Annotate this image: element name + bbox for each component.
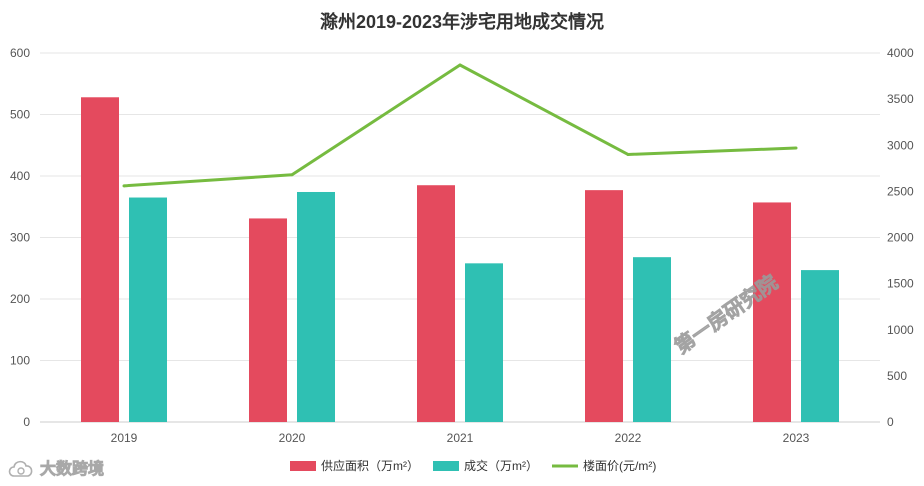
right-tick-label: 1000 [887, 323, 914, 337]
logo-text: 大数跨境 [40, 459, 104, 478]
bar-deal [129, 197, 167, 422]
bar-supply [81, 97, 119, 422]
left-tick-label: 600 [10, 46, 30, 60]
right-tick-label: 500 [887, 369, 907, 383]
right-axis: 0 500 1000 1500 2000 2500 3000 3500 4000 [887, 46, 914, 429]
left-tick-label: 200 [10, 292, 30, 306]
x-axis: 2019 2020 2021 2022 2023 [111, 431, 810, 445]
left-axis: 0 100 200 300 400 500 600 [10, 46, 30, 429]
left-tick-label: 500 [10, 108, 30, 122]
left-tick-label: 0 [23, 415, 30, 429]
left-tick-label: 300 [10, 231, 30, 245]
legend-label: 成交（万m²） [464, 458, 538, 473]
price-line-path [123, 63, 797, 188]
x-tick-label: 2023 [783, 431, 810, 445]
right-tick-label: 2000 [887, 231, 914, 245]
bar-supply [753, 202, 791, 422]
legend-swatch [290, 461, 316, 471]
legend-swatch [433, 461, 459, 471]
right-tick-label: 4000 [887, 46, 914, 60]
chart-title: 滁州2019-2023年涉宅用地成交情况 [320, 11, 604, 32]
bar-deal [297, 191, 335, 422]
legend-label: 供应面积（万m²） [321, 458, 419, 473]
legend: 供应面积（万m²） 成交（万m²） 楼面价(元/m²) [290, 458, 656, 473]
right-tick-label: 3000 [887, 138, 914, 152]
right-tick-label: 0 [887, 415, 894, 429]
price-point [794, 146, 798, 150]
right-tick-label: 1500 [887, 277, 914, 291]
cloud-shape [8, 460, 33, 477]
right-tick-label: 2500 [887, 184, 914, 198]
left-tick-label: 400 [10, 169, 30, 183]
x-tick-label: 2021 [447, 431, 474, 445]
bar-deal [801, 270, 839, 422]
bar-supply [585, 190, 623, 422]
x-tick-label: 2020 [279, 431, 306, 445]
bar-deal [465, 263, 503, 422]
bars [81, 97, 839, 422]
cloud-logo-icon [8, 460, 33, 477]
gridlines [40, 52, 880, 423]
bar-supply [417, 185, 455, 422]
price-point [458, 63, 462, 67]
price-point [290, 173, 294, 177]
x-tick-label: 2022 [615, 431, 642, 445]
bar-deal [633, 257, 671, 422]
price-line [122, 63, 798, 188]
x-tick-label: 2019 [111, 431, 138, 445]
price-point [122, 184, 126, 188]
bar-supply [249, 218, 287, 422]
cloud-dot [17, 467, 25, 475]
right-tick-label: 3500 [887, 92, 914, 106]
price-point [626, 152, 630, 156]
legend-label: 楼面价(元/m²) [583, 458, 656, 473]
logo: 大数跨境 [8, 459, 104, 478]
left-tick-label: 100 [10, 354, 30, 368]
